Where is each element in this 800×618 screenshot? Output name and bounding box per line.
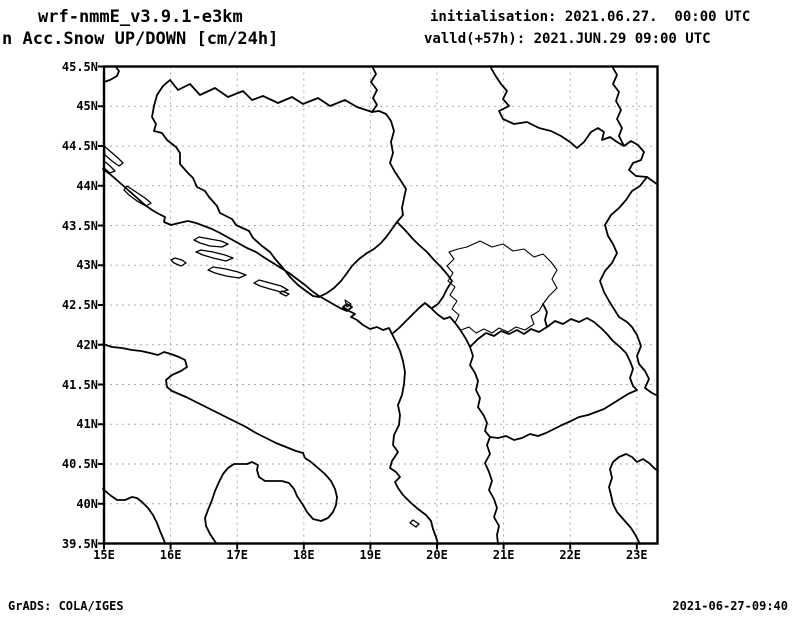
border-slovenia xyxy=(103,65,120,83)
border-croatia-serbia xyxy=(370,65,378,113)
adriatic-coastline xyxy=(102,168,439,545)
lon-tick-label: 23E xyxy=(625,548,648,562)
render-timestamp: 2021-06-27-09:40 xyxy=(672,599,788,613)
border-danube xyxy=(489,65,659,186)
lat-tick-label: 39.5N xyxy=(61,536,98,551)
lon-tick-label: 21E xyxy=(492,548,515,562)
lon-tick-label: 15E xyxy=(93,548,115,562)
lon-tick-label: 20E xyxy=(426,548,448,562)
lat-tick-label: 44.5N xyxy=(61,139,98,153)
lat-tick-label: 45N xyxy=(76,99,98,114)
greece-coastline xyxy=(608,453,659,545)
kotor-bay-detail xyxy=(344,299,352,308)
island-outlines xyxy=(103,145,420,528)
lon-tick-label: 17E xyxy=(226,548,249,562)
border-serbia-montenegro xyxy=(396,221,453,309)
border-albania xyxy=(391,302,500,545)
lat-tick-label: 42N xyxy=(76,337,98,352)
lat-tick-label: 43.5N xyxy=(61,218,98,233)
valid-time: valld(+57h): 2021.JUN.29 09:00 UTC xyxy=(424,31,711,47)
lat-tick-label: 40.5N xyxy=(61,457,98,471)
lon-tick-label: 16E xyxy=(159,548,182,562)
lat-tick-label: 43N xyxy=(76,258,98,273)
map-frame xyxy=(102,65,659,545)
product-title: n Acc.Snow UP/DOWN [cm/24h] xyxy=(2,29,279,49)
border-macedonia xyxy=(469,317,638,441)
border-bosnia xyxy=(151,79,373,298)
italy-coastline xyxy=(102,343,338,544)
lat-tick-label: 44N xyxy=(76,178,98,193)
border-serbia-macedonia xyxy=(542,303,548,328)
grads-credit: GrADS: COLA/IGES xyxy=(8,599,124,613)
lon-tick-label: 18E xyxy=(292,548,315,562)
lat-tick-label: 45.5N xyxy=(61,59,98,74)
border-kosovo xyxy=(446,240,558,334)
lat-tick-label: 40N xyxy=(76,496,98,511)
grid-lines xyxy=(98,65,658,550)
lon-tick-label: 19E xyxy=(359,548,382,562)
lat-tick-label: 41.5N xyxy=(61,377,98,392)
lon-tick-label: 22E xyxy=(559,548,582,562)
border-drina xyxy=(318,110,407,298)
model-title: wrf-nmmE_v3.9.1-e3km xyxy=(38,7,243,27)
coastline-borders xyxy=(102,65,659,545)
initialisation-time: initialisation: 2021.06.27. 00:00 UTC xyxy=(430,9,751,25)
border-serbia-bulgaria xyxy=(599,176,659,397)
lat-tick-label: 41N xyxy=(76,417,98,432)
italy-south-coastline xyxy=(102,488,166,544)
lat-tick-label: 42.5N xyxy=(61,298,98,312)
